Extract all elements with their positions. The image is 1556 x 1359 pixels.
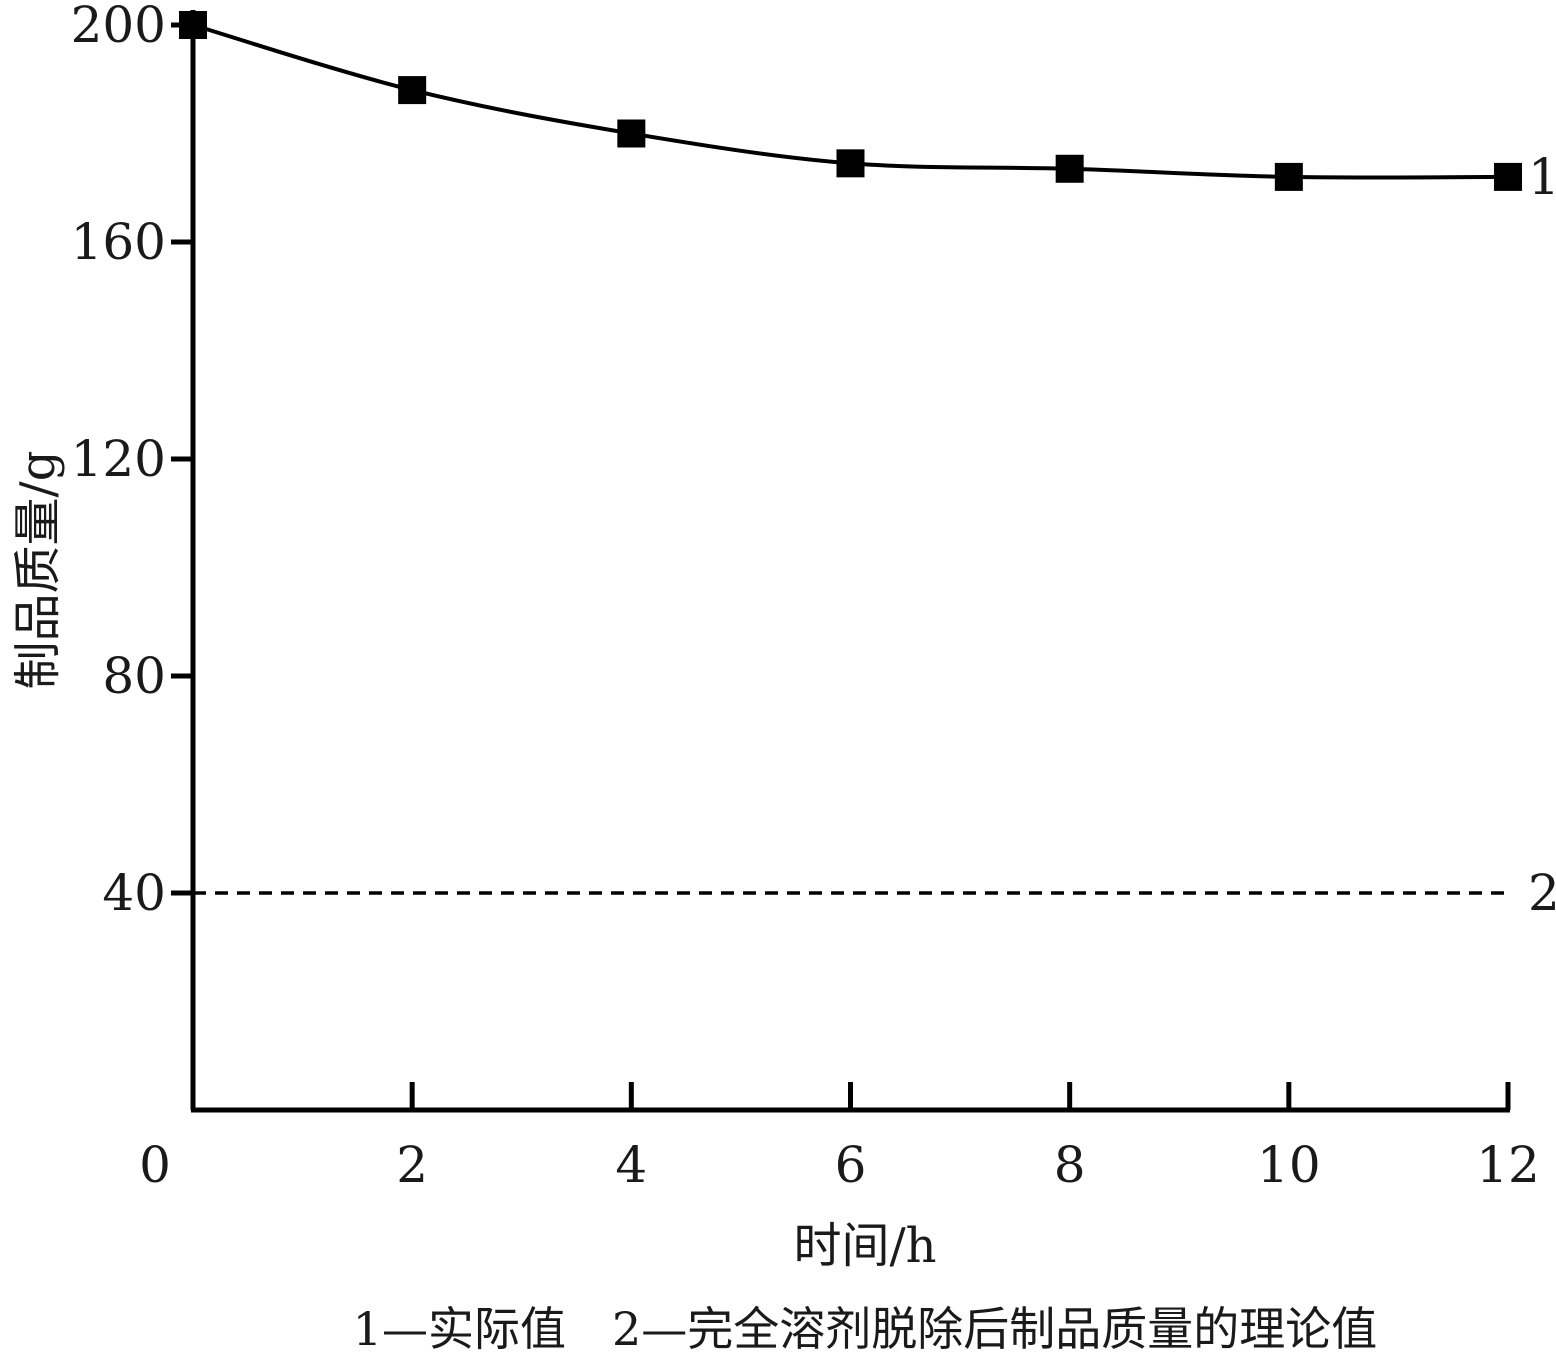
x-tick-label: 6 [835,1136,867,1194]
markers-layer [179,11,1522,191]
x-tick-label: 2 [396,1136,428,1194]
x-tick-label: 4 [615,1136,647,1194]
x-axis-title: 时间/h [793,1218,936,1274]
y-tick-label: 120 [71,430,166,488]
data-point-marker [179,11,207,39]
y-axis-title: 制品质量/g [10,451,66,690]
data-point-marker [1055,154,1084,183]
y-tick-label: 200 [71,0,166,54]
data-point-marker [1274,162,1303,191]
data-point-marker [398,76,427,105]
data-point-marker [617,119,646,148]
y-tick-label: 160 [71,213,166,271]
series-end-label: 1 [1528,148,1556,206]
data-point-marker [836,149,865,178]
chart-caption: 1—实际值 2—完全溶剂脱除后制品质量的理论值 [353,1302,1378,1356]
x-tick-label: 12 [1476,1136,1540,1194]
x-tick-label: 10 [1257,1136,1321,1194]
data-point-marker [1494,162,1522,191]
x-tick-label: 0 [139,1136,171,1194]
series-end-labels: 12 [1528,148,1556,922]
y-ticks: 40 80 120 160 200 [71,0,193,922]
y-tick-label: 40 [102,864,166,922]
x-tick-label: 8 [1054,1136,1086,1194]
x-ticks: 0 2 4 6 8 10 12 [139,1082,1540,1194]
series-end-label: 2 [1528,864,1556,922]
y-tick-label: 80 [102,647,166,705]
